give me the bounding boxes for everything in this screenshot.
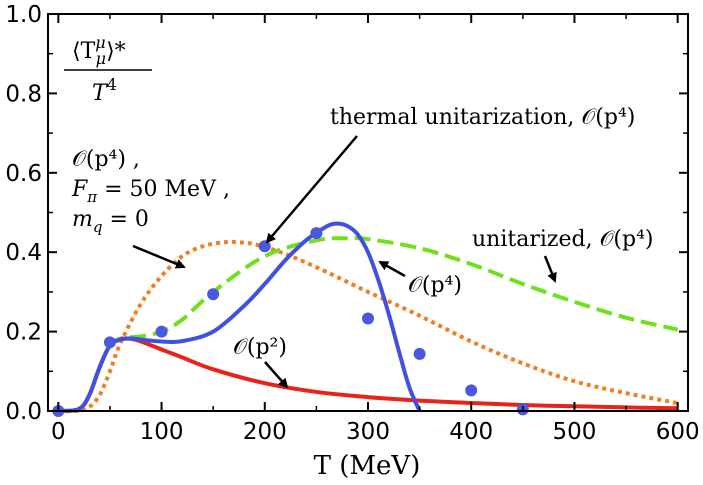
x-tick-label-5: 500 <box>552 419 596 445</box>
annotation-params-line1: 𝒪(p⁴) , <box>72 147 140 172</box>
tick-labels-layer: 0 100 200 300 400 500 600 0.0 0.2 0.4 0.6 0.8 1.0 <box>5 2 699 445</box>
ylabel-sup: μ <box>95 33 105 52</box>
arrow-op4 <box>378 260 406 278</box>
ylabel-close: ⟩* <box>106 39 126 64</box>
data-point-1 <box>103 336 116 349</box>
annotation-params-m: m <box>72 207 93 232</box>
series-line-0 <box>58 336 678 413</box>
y-axis-label: ⟨Tμ μ⟩* T4 <box>64 33 152 106</box>
x-tick-label-6: 600 <box>656 419 700 445</box>
points-layer <box>52 227 529 417</box>
arrow-op2 <box>264 361 289 389</box>
data-point-8 <box>465 384 478 397</box>
ylabel-denominator: T <box>92 81 109 106</box>
annotation-params-m-rest: = 0 <box>102 207 148 232</box>
data-point-2 <box>155 325 168 338</box>
series-line-3 <box>58 239 679 414</box>
y-tick-label-0: 0.0 <box>5 399 42 425</box>
annotation-thermal: thermal unitarization, 𝒪(p⁴) <box>330 105 635 130</box>
svg-text:Fπ = 50 MeV ,: Fπ = 50 MeV , <box>71 177 230 206</box>
annotation-params-f-rest: = 50 MeV , <box>97 177 230 202</box>
annotation-params-f-sub: π <box>86 188 98 206</box>
data-point-5 <box>310 227 323 240</box>
ylabel-sub: μ <box>96 49 106 68</box>
x-tick-label-0: 0 <box>51 419 66 445</box>
y-tick-label-3: 0.6 <box>5 161 42 187</box>
series-line-2 <box>58 236 679 413</box>
data-point-7 <box>413 347 426 360</box>
data-point-4 <box>258 240 271 253</box>
ylabel-open: ⟨T <box>72 39 96 64</box>
ylabel-denominator-sup: 4 <box>107 75 117 94</box>
y-tick-label-4: 0.8 <box>5 81 42 107</box>
data-point-3 <box>207 288 220 301</box>
annotation-unitarized: unitarized, 𝒪(p⁴) <box>472 227 654 252</box>
annotation-params-f: F <box>71 177 88 202</box>
svg-text:mq = 0: mq = 0 <box>72 207 149 236</box>
data-point-6 <box>362 312 374 325</box>
y-tick-label-5: 1.0 <box>5 2 42 28</box>
x-tick-label-4: 400 <box>449 419 493 445</box>
y-tick-label-1: 0.2 <box>5 320 42 346</box>
annotation-op4: 𝒪(p⁴) <box>408 273 462 298</box>
arrow-params <box>132 244 186 269</box>
x-axis-label: T (MeV) <box>314 451 421 481</box>
y-tick-label-2: 0.4 <box>5 240 42 266</box>
x-tick-label-3: 300 <box>346 419 390 445</box>
svg-text:⟨Tμμ⟩*: ⟨Tμ μ⟩* <box>72 33 126 68</box>
svg-text:𝒪(p⁴) ,: 𝒪(p⁴) , <box>72 147 140 172</box>
arrow-unitarized <box>543 255 557 283</box>
x-tick-label-1: 100 <box>140 419 184 445</box>
annotation-params-m-sub: q <box>93 218 103 236</box>
ticks-layer <box>48 13 688 412</box>
arrow-thermal <box>265 135 358 244</box>
svg-text:T4: T4 <box>92 75 117 106</box>
annotation-op2: 𝒪(p²) <box>233 335 287 360</box>
x-tick-label-2: 200 <box>243 419 287 445</box>
